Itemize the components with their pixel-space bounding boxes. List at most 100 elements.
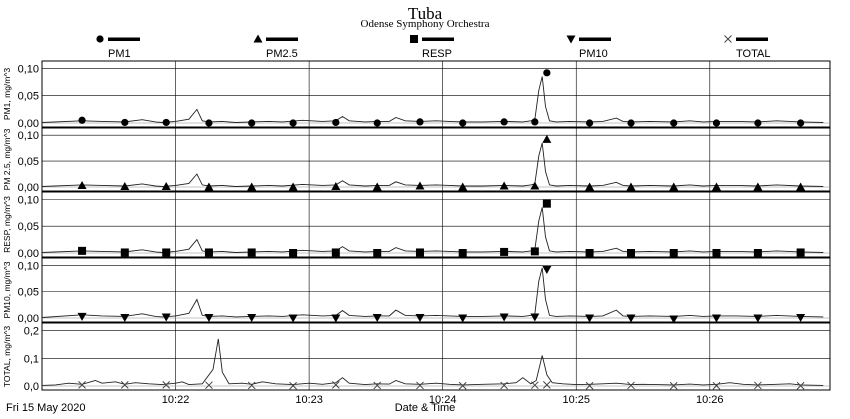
y-axis-label-resp: RESP, mg/m^3 — [2, 196, 12, 253]
legend-label-pm1: PM1 — [108, 48, 131, 60]
marker-pm2-5-5 — [288, 182, 298, 191]
marker-total-7 — [373, 381, 382, 390]
marker-pm10-16 — [711, 314, 721, 323]
marker-pm2-5-9 — [458, 182, 468, 191]
marker-pm2-5-8 — [415, 181, 425, 190]
marker-pm2-5-7 — [372, 182, 382, 191]
panel-frame-pm1 — [41, 60, 831, 128]
marker-pm1-15 — [670, 119, 678, 127]
y-tick-label-pm2-5-2: 0,00 — [18, 182, 39, 194]
marker-total-16 — [712, 381, 721, 390]
marker-total-6 — [331, 381, 340, 389]
marker-resp-14 — [626, 249, 635, 257]
marker-resp-12 — [542, 199, 551, 208]
panel-frame-pm2-5 — [41, 127, 831, 192]
marker-pm10-18 — [796, 313, 806, 322]
y-tick-label-resp-1: 0,05 — [18, 221, 39, 233]
legend-line-pm1 — [108, 37, 140, 41]
series-line-pm1 — [41, 76, 824, 123]
panel-frame-pm10 — [41, 257, 831, 323]
legend-item-total: TOTAL — [724, 35, 770, 60]
marker-total-1 — [120, 381, 129, 389]
x-tick-label-0: 10:22 — [162, 394, 190, 406]
marker-pm10-8 — [415, 313, 425, 322]
marker-pm2-5-17 — [753, 182, 763, 191]
marker-pm10-4 — [247, 313, 257, 322]
marker-pm1-13 — [585, 119, 594, 127]
marker-total-10 — [500, 381, 508, 390]
marker-pm10-14 — [626, 314, 636, 323]
legend-line-pm10 — [579, 37, 611, 41]
y-tick-label-resp-2: 0,00 — [18, 248, 39, 260]
marker-pm2-5-12 — [542, 134, 552, 143]
marker-total-5 — [289, 381, 297, 390]
marker-total-8 — [416, 381, 424, 390]
series-line-pm10 — [41, 267, 824, 318]
marker-pm2-5-10 — [499, 181, 509, 190]
marker-pm10-7 — [372, 313, 382, 322]
panel-total: 0,2 0,1 0,0 TOTAL, mg/m^3 — [2, 322, 831, 393]
marker-pm10-12 — [542, 265, 552, 274]
marker-pm2-5-15 — [669, 182, 679, 191]
x-axis-label: Date & Time — [394, 402, 456, 414]
y-tick-label-resp-0: 0,10 — [18, 194, 39, 206]
marker-pm10-3 — [204, 313, 214, 322]
marker-pm10-10 — [499, 313, 509, 322]
marker-pm2-5-3 — [204, 182, 214, 191]
marker-pm10-1 — [120, 313, 130, 322]
y-tick-label-total-2: 0,0 — [24, 381, 39, 393]
legend-label-resp: RESP — [422, 48, 452, 60]
marker-resp-7 — [373, 249, 382, 257]
y-tick-label-pm1-1: 0,05 — [18, 91, 39, 103]
legend-line-resp — [422, 37, 454, 41]
y-tick-label-total-1: 0,1 — [24, 353, 39, 365]
marker-resp-18 — [796, 248, 805, 257]
marker-total-11 — [530, 381, 539, 390]
marker-resp-3 — [204, 248, 213, 257]
marker-pm1-4 — [248, 119, 256, 127]
date-label: Fri 15 May 2020 — [6, 402, 86, 414]
marker-resp-17 — [753, 249, 762, 257]
marker-pm10-6 — [331, 314, 341, 323]
marker-pm1-17 — [754, 119, 762, 127]
marker-pm1-8 — [416, 118, 424, 126]
legend-item-resp: RESP — [410, 35, 454, 60]
marker-total-17 — [754, 381, 762, 390]
marker-pm10-11 — [530, 313, 540, 322]
y-tick-label-pm1-0: 0,10 — [18, 63, 39, 75]
marker-total-15 — [669, 381, 678, 390]
marker-resp-5 — [289, 249, 298, 257]
marker-pm1-2 — [162, 118, 170, 127]
marker-total-0 — [78, 381, 86, 389]
marker-pm2-5-18 — [796, 182, 806, 191]
marker-resp-6 — [331, 248, 340, 257]
legend: PM1 PM2.5 RESP PM10 TOTAL — [96, 34, 770, 60]
x-tick-label-2: 10:24 — [429, 394, 457, 406]
marker-pm1-3 — [205, 119, 213, 127]
marker-resp-13 — [585, 249, 594, 257]
marker-pm1-16 — [712, 119, 721, 127]
marker-pm2-5-4 — [247, 182, 257, 191]
series-line-pm2-5 — [41, 142, 824, 187]
marker-total-2 — [162, 381, 171, 389]
marker-pm2-5-14 — [626, 182, 636, 191]
marker-pm10-17 — [753, 314, 763, 323]
series-line-resp — [41, 207, 824, 253]
x-tick-label-1: 10:23 — [295, 394, 323, 406]
chart-title: Tuba — [407, 4, 443, 23]
marker-pm1-5 — [289, 119, 297, 127]
marker-resp-2 — [162, 248, 171, 257]
marker-pm2-5-11 — [530, 181, 540, 190]
marker-pm2-5-0 — [77, 180, 87, 189]
marker-pm1-14 — [627, 119, 635, 127]
marker-resp-0 — [78, 246, 87, 255]
legend-marker-pm10 — [566, 35, 576, 44]
marker-pm10-15 — [669, 315, 679, 324]
marker-pm1-1 — [121, 118, 129, 127]
y-tick-label-pm10-0: 0,10 — [18, 260, 39, 272]
marker-pm1-7 — [373, 119, 381, 127]
marker-pm2-5-6 — [331, 181, 341, 190]
x-tick-label-4: 10:26 — [696, 394, 724, 406]
marker-total-14 — [627, 381, 635, 390]
